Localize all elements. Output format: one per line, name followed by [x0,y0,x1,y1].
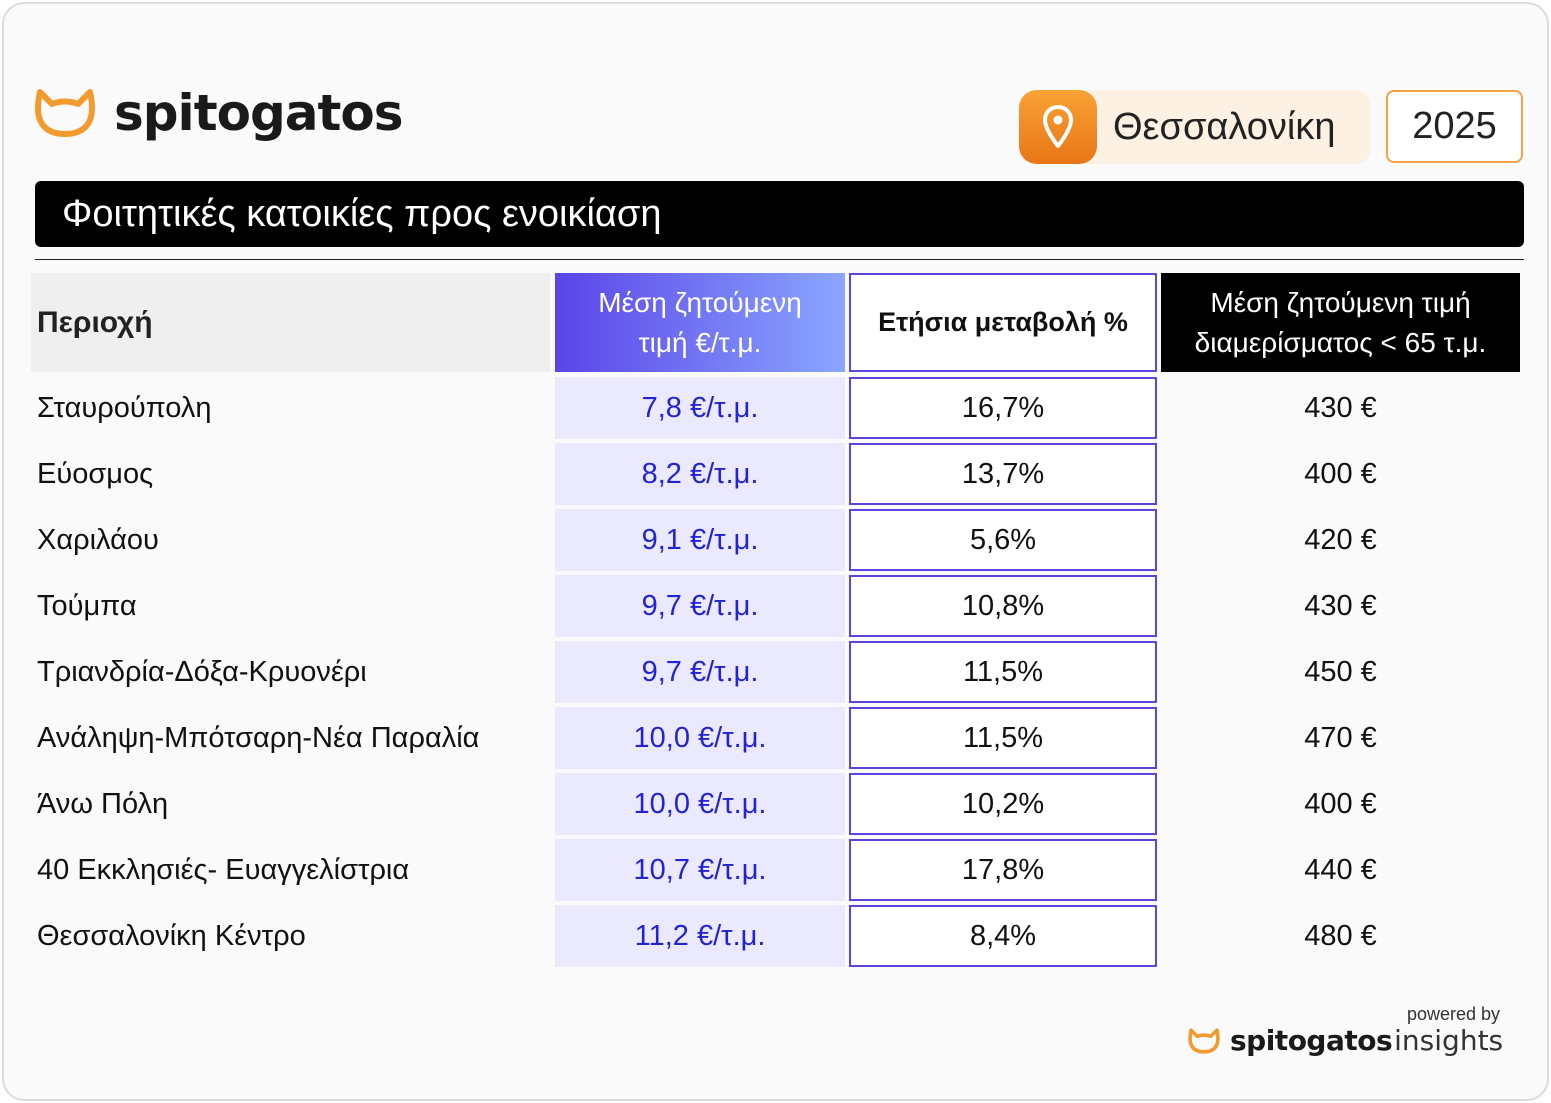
table-row: Άνω Πόλη 10,0 €/τ.μ. 10,2% 400 € [0,773,1551,835]
apartment-price-cell: 420 € [1304,523,1377,556]
header-apt-line2: διαμερίσματος < 65 τ.μ. [1194,326,1487,358]
table-row: Εύοσμος 8,2 €/τ.μ. 13,7% 400 € [0,443,1551,505]
area-cell: Ανάληψη-Μπότσαρη-Νέα Παραλία [37,721,480,754]
change-cell: 10,2% [849,773,1157,835]
spitogatos-insights-logo[interactable]: spitogatos insights [1188,1024,1503,1057]
price-cell: 10,7 €/τ.μ. [555,839,845,901]
spitogatos-logo[interactable]: spitogatos [34,88,403,138]
header-area: Περιοχή [31,273,550,372]
map-pin-icon [1043,105,1073,148]
powered-by-label: powered by [1407,1004,1501,1024]
header-apartment-price: Μέση ζητούμενη τιμή διαμερίσματος < 65 τ… [1161,273,1520,372]
area-cell: Τριανδρία-Δόξα-Κρυονέρι [37,655,367,688]
header-change-label: Ετήσια μεταβολή % [878,307,1128,337]
apartment-price-cell: 440 € [1304,853,1377,886]
header-annual-change: Ετήσια μεταβολή % [849,273,1157,372]
price-cell: 10,0 €/τ.μ. [555,707,845,769]
year-badge: 2025 [1386,90,1523,163]
apartment-price-cell: 400 € [1304,457,1377,490]
price-cell: 9,1 €/τ.μ. [555,509,845,571]
price-cell: 11,2 €/τ.μ. [555,905,845,967]
logo-wordmark: spitogatos [114,84,403,142]
area-cell: Τούμπα [37,589,137,622]
change-cell: 11,5% [849,641,1157,703]
header-area-label: Περιοχή [37,305,153,339]
price-cell: 9,7 €/τ.μ. [555,641,845,703]
apartment-price-cell: 430 € [1304,391,1377,424]
change-cell: 11,5% [849,707,1157,769]
price-cell: 7,8 €/τ.μ. [555,377,845,439]
apartment-price-cell: 450 € [1304,655,1377,688]
area-cell: 40 Εκκλησιές- Ευαγγελίστρια [37,853,410,886]
apartment-price-cell: 400 € [1304,787,1377,820]
table-row: Θεσσαλονίκη Κέντρο 11,2 €/τ.μ. 8,4% 480 … [0,905,1551,967]
footer-logo-light: insights [1394,1024,1504,1057]
page-title: Φοιτητικές κατοικίες προς ενοικίαση [35,181,1524,247]
apartment-price-cell: 480 € [1304,919,1377,952]
header-price-line1: Μέση ζητούμενη [598,286,802,318]
change-cell: 10,8% [849,575,1157,637]
header-price-line2: τιμή €/τ.μ. [638,326,762,358]
footer-logo-bold: spitogatos [1230,1024,1393,1057]
title-divider [35,259,1524,260]
location-badge: Θεσσαλονίκη [1019,90,1371,164]
change-cell: 8,4% [849,905,1157,967]
area-cell: Χαριλάου [37,523,159,556]
table-row: Τριανδρία-Δόξα-Κρυονέρι 9,7 €/τ.μ. 11,5%… [0,641,1551,703]
change-cell: 13,7% [849,443,1157,505]
change-cell: 5,6% [849,509,1157,571]
location-name: Θεσσαλονίκη [1113,105,1336,148]
area-cell: Άνω Πόλη [37,787,169,820]
price-cell: 8,2 €/τ.μ. [555,443,845,505]
cat-head-outline-icon [1188,1027,1220,1054]
change-cell: 17,8% [849,839,1157,901]
area-cell: Σταυρούπολη [37,391,212,424]
header-apt-line1: Μέση ζητούμενη τιμή [1210,286,1471,318]
apartment-price-cell: 430 € [1304,589,1377,622]
price-cell: 9,7 €/τ.μ. [555,575,845,637]
table-row: Ανάληψη-Μπότσαρη-Νέα Παραλία 10,0 €/τ.μ.… [0,707,1551,769]
location-pin-box [1019,90,1097,164]
change-cell: 16,7% [849,377,1157,439]
header-price-per-sqm: Μέση ζητούμενη τιμή €/τ.μ. [555,273,845,372]
table-row: Σταυρούπολη 7,8 €/τ.μ. 16,7% 430 € [0,377,1551,439]
apartment-price-cell: 470 € [1304,721,1377,754]
cat-head-outline-icon [35,89,95,137]
area-cell: Εύοσμος [37,457,154,490]
price-cell: 10,0 €/τ.μ. [555,773,845,835]
table-row: Τούμπα 9,7 €/τ.μ. 10,8% 430 € [0,575,1551,637]
area-cell: Θεσσαλονίκη Κέντρο [37,919,306,952]
table-row: 40 Εκκλησιές- Ευαγγελίστρια 10,7 €/τ.μ. … [0,839,1551,901]
table-row: Χαριλάου 9,1 €/τ.μ. 5,6% 420 € [0,509,1551,571]
